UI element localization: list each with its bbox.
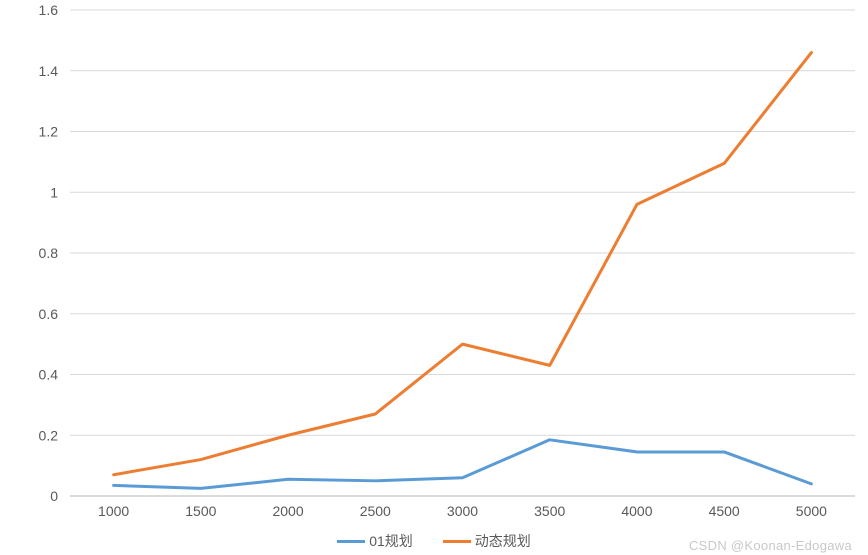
y-tick-label: 1.2 bbox=[39, 124, 59, 140]
legend-swatch bbox=[337, 540, 365, 543]
legend-label: 动态规划 bbox=[475, 531, 531, 551]
x-tick-label: 1500 bbox=[185, 503, 216, 519]
x-tick-label: 3500 bbox=[534, 503, 565, 519]
legend-item-series1: 01规划 bbox=[337, 531, 413, 551]
y-tick-label: 1 bbox=[50, 184, 58, 200]
y-tick-label: 1.4 bbox=[39, 63, 59, 79]
legend-item-series2: 动态规划 bbox=[443, 531, 531, 551]
x-tick-label: 5000 bbox=[796, 503, 827, 519]
line-chart: 0 0.2 0.4 0.6 0.8 1 1.2 1.4 1.6 1000 1500 2000 2500 3… bbox=[0, 0, 868, 555]
series-line bbox=[114, 440, 812, 489]
x-tick-label: 2000 bbox=[272, 503, 303, 519]
legend-label: 01规划 bbox=[369, 531, 413, 551]
legend-swatch bbox=[443, 540, 471, 543]
x-tick-label: 3000 bbox=[447, 503, 478, 519]
y-tick-label: 1.6 bbox=[39, 2, 59, 18]
watermark: CSDN @Koonan-Edogawa bbox=[689, 538, 852, 553]
series-line bbox=[114, 53, 812, 475]
x-tick-label: 2500 bbox=[360, 503, 391, 519]
chart-svg: 0 0.2 0.4 0.6 0.8 1 1.2 1.4 1.6 1000 1500 2000 2500 3… bbox=[0, 0, 868, 520]
x-tick-label: 4000 bbox=[621, 503, 652, 519]
x-tick-label: 4500 bbox=[709, 503, 740, 519]
x-tick-label: 1000 bbox=[98, 503, 129, 519]
y-tick-label: 0.4 bbox=[39, 367, 59, 383]
y-tick-label: 0.8 bbox=[39, 245, 59, 261]
y-tick-label: 0.6 bbox=[39, 306, 59, 322]
y-tick-label: 0 bbox=[50, 488, 58, 504]
y-tick-label: 0.2 bbox=[39, 427, 59, 443]
